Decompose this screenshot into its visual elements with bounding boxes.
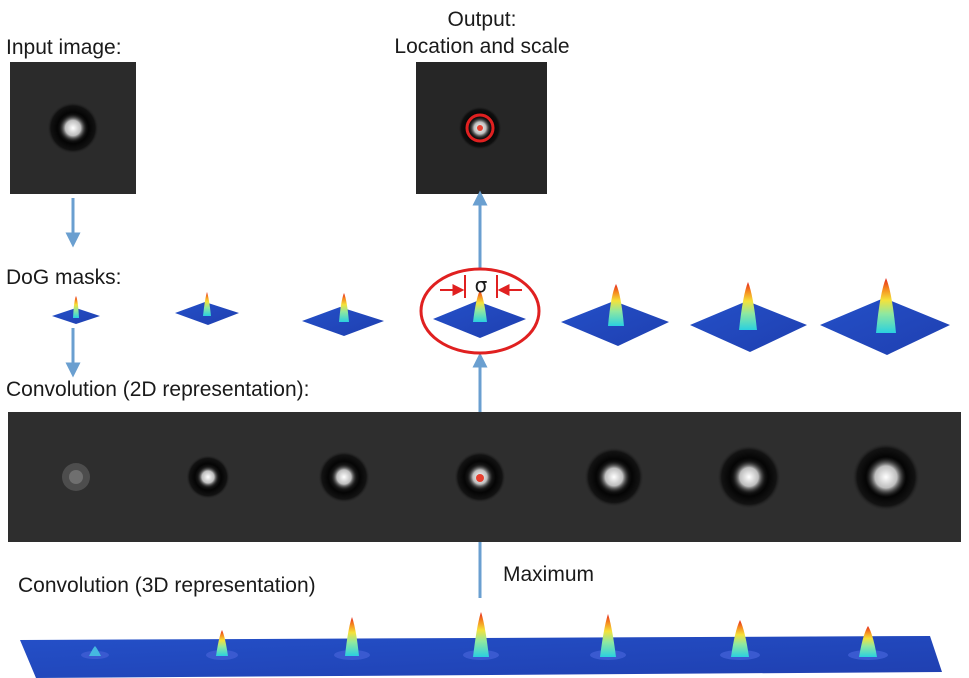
output-label-line2: Location and scale — [394, 35, 570, 58]
dog-mask-scale-4-selected — [433, 290, 526, 338]
dog-mask-scale-3 — [302, 293, 384, 336]
dog-mask-scale-5 — [561, 284, 669, 346]
conv3d-peak-4-maximum — [463, 612, 499, 660]
dog-mask-scale-2 — [175, 292, 239, 325]
conv3d-peak-3 — [334, 617, 370, 660]
dog-mask-scale-1 — [52, 296, 100, 324]
conv3d-peak-5 — [590, 614, 626, 660]
conv3d-peak-7 — [848, 626, 888, 660]
dog-masks-label: DoG masks: — [6, 266, 122, 289]
conv2d-response-3 — [318, 451, 370, 503]
maximum-label: Maximum — [503, 563, 595, 586]
conv3d-peak-1 — [81, 646, 109, 659]
output-label-line1: Output: — [447, 8, 517, 31]
dog-mask-scale-6 — [690, 282, 807, 352]
conv3d-peak-2 — [206, 630, 238, 660]
dog-mask-scale-7 — [820, 278, 950, 355]
sigma-label: σ — [475, 273, 488, 297]
conv2d-response-6 — [717, 445, 781, 509]
conv2d-response-2 — [186, 455, 230, 499]
conv2d-response-4-maximum — [454, 451, 506, 503]
convolution-2d-label: Convolution (2D representation): — [6, 378, 310, 401]
convolution-3d-plane — [20, 612, 942, 678]
conv2d-response-7 — [852, 443, 920, 511]
output-image — [416, 62, 547, 194]
convolution-3d-label: Convolution (3D representation) — [18, 574, 316, 597]
detection-circle — [465, 113, 495, 143]
conv2d-response-5 — [584, 447, 644, 507]
output-label: Output: Location and scale — [362, 6, 602, 60]
input-image — [10, 62, 136, 194]
convolution-2d-strip — [8, 412, 961, 542]
conv3d-peak-6 — [720, 620, 760, 660]
selected-mask-highlight: σ — [419, 267, 541, 355]
input-image-label: Input image: — [6, 36, 122, 59]
dog-masks-row — [52, 278, 950, 355]
conv2d-response-1 — [62, 463, 90, 491]
